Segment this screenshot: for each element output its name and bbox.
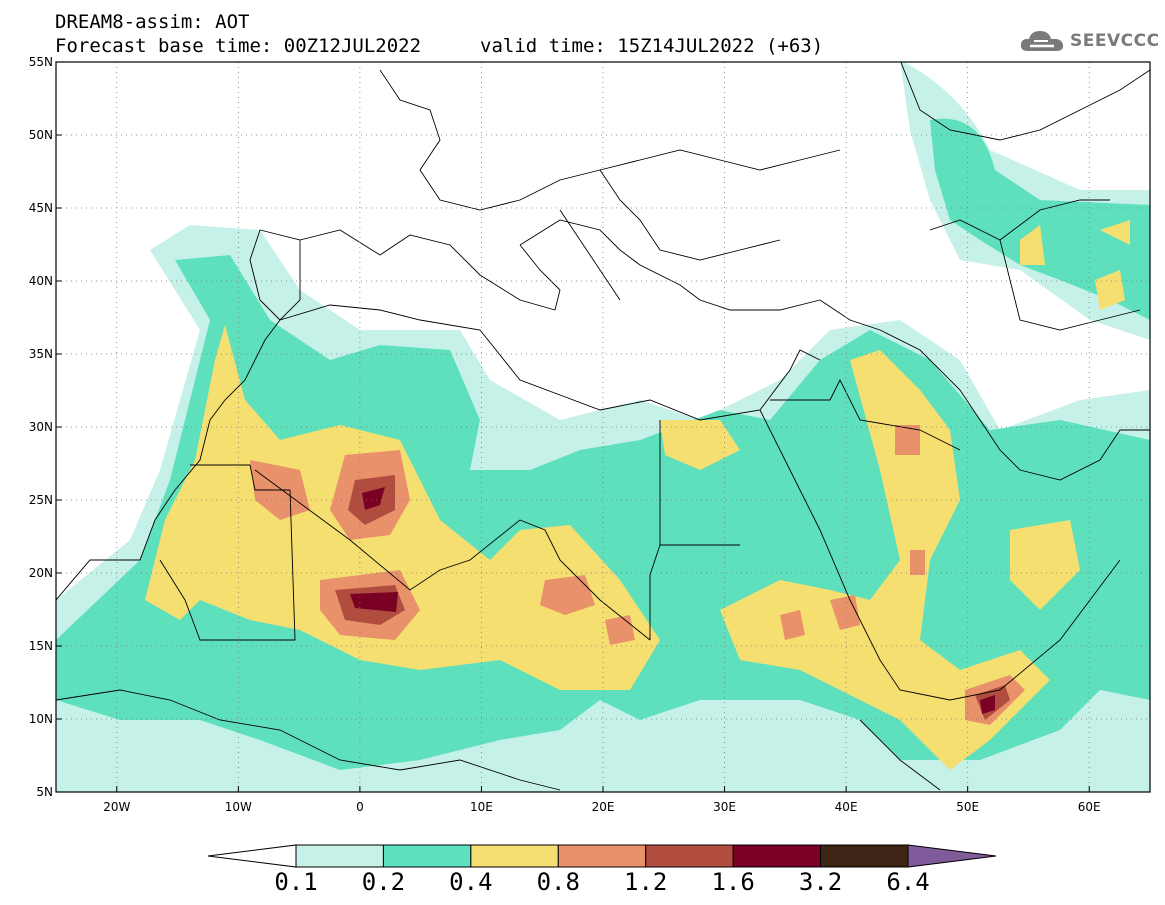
lon-tick-label: 0 [356,800,364,814]
colorbar-swatch-max [907,844,997,868]
lon-tick-label: 50E [956,800,979,814]
cloud-icon [1020,31,1064,51]
lat-tick-label: 55N [29,55,53,69]
aot-band-1.6 [350,487,995,714]
colorbar-swatch [382,844,472,868]
graticule [56,62,1150,792]
lat-tick-label: 35N [29,347,53,361]
colorbar-swatch [645,844,734,868]
lat-tick-label: 10N [29,712,53,726]
colorbar-swatch [470,844,559,868]
lat-tick-label: 20N [29,566,53,580]
colorbar [207,844,997,868]
map-title: DREAM8-assim: AOT [55,11,250,33]
colorbar-level-label: 0.2 [361,868,406,896]
colorbar-swatch [820,844,909,868]
colorbar-level-label: 1.6 [711,868,755,896]
colorbar-level-label: 3.2 [798,868,843,896]
lat-tick-label: 50N [29,128,53,142]
lon-tick-label: 10E [470,800,493,814]
coastlines-and-borders [56,62,1150,791]
colorbar-swatch [295,844,384,868]
logo-text: SEEVCCC [1070,31,1160,51]
colorbar-swatch [732,844,822,868]
colorbar-level-label: 1.2 [624,868,668,896]
latitude-axis: 5N 10N 15N 20N 25N 30N 35N 40N 45N 50N 55N [29,55,62,799]
lat-tick-label: 30N [29,420,53,434]
lon-tick-label: 60E [1078,800,1101,814]
lat-tick-label: 5N [36,785,53,799]
lon-tick-label: 20W [103,800,130,814]
lon-tick-label: 30E [713,800,736,814]
lat-tick-label: 25N [29,493,53,507]
lat-tick-label: 45N [29,201,53,215]
lat-tick-label: 40N [29,274,53,288]
colorbar-swatch [557,844,647,868]
colorbar-level-label: 0.8 [536,868,580,896]
colorbar-level-label: 6.4 [886,868,930,896]
colorbar-level-label: 0.1 [274,868,318,896]
lon-tick-label: 40E [835,800,858,814]
lon-tick-label: 10W [225,800,252,814]
forecast-base-time: Forecast base time: 00Z12JUL2022 [55,35,422,57]
lon-tick-label: 20E [592,800,615,814]
seevccc-logo: SEEVCCC [1018,26,1160,56]
colorbar-level-label: 0.4 [449,868,493,896]
lat-tick-label: 15N [29,639,53,653]
longitude-axis: 20W 10W 0 10E 20E 30E 40E 50E 60E [103,786,1101,814]
colorbar-swatch-min [207,844,297,868]
valid-time: valid time: 15Z14JUL2022 (+63) [480,35,824,57]
